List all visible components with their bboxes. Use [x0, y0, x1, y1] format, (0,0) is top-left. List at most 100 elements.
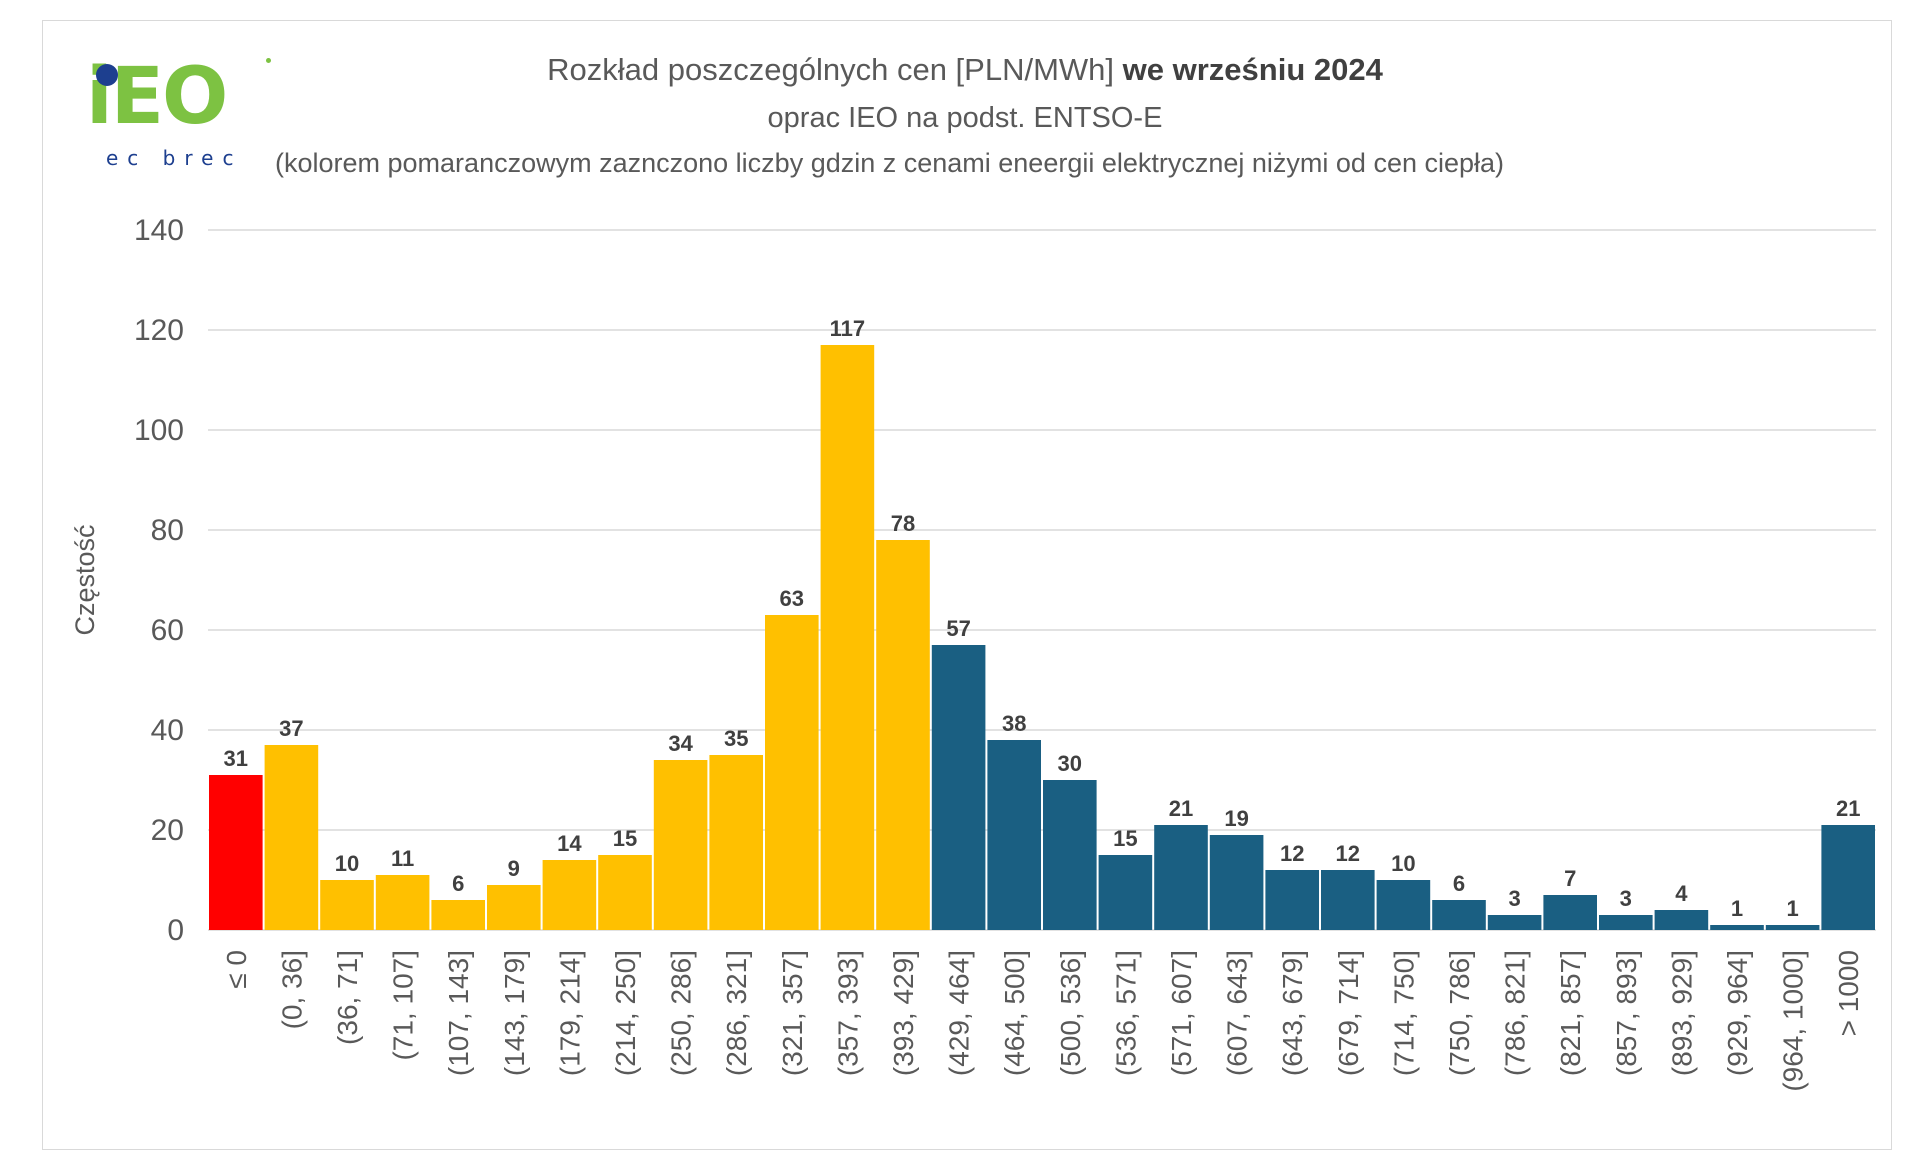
- bar: [1321, 870, 1375, 930]
- y-tick-label: 140: [134, 214, 184, 247]
- data-label: 4: [1675, 881, 1688, 906]
- data-label: 31: [224, 746, 248, 771]
- data-label: 15: [1113, 826, 1137, 851]
- bar: [1377, 880, 1431, 930]
- bar: [987, 740, 1041, 930]
- data-label: 10: [1391, 851, 1415, 876]
- bar: [821, 345, 875, 930]
- x-tick-label: ≤ 0: [221, 950, 252, 989]
- x-tick-label: (750, 786]: [1444, 950, 1475, 1076]
- bar: [320, 880, 374, 930]
- data-label: 3: [1508, 886, 1520, 911]
- x-tick-label: (179, 214]: [554, 950, 585, 1076]
- data-label: 14: [557, 831, 582, 856]
- data-label: 6: [1453, 871, 1465, 896]
- bar: [1766, 925, 1820, 930]
- bar: [1265, 870, 1319, 930]
- bar: [1099, 855, 1153, 930]
- x-tick-label: (964, 1000]: [1778, 950, 1809, 1092]
- data-label: 12: [1280, 841, 1304, 866]
- y-tick-label: 60: [151, 614, 184, 647]
- x-tick-label: (357, 393]: [832, 950, 863, 1076]
- bar: [1043, 780, 1097, 930]
- bar: [1432, 900, 1486, 930]
- x-tick-label: (0, 36]: [276, 950, 307, 1029]
- y-tick-label: 20: [151, 814, 184, 847]
- x-tick-label: (214, 250]: [610, 950, 641, 1076]
- data-label: 21: [1169, 796, 1193, 821]
- data-label: 37: [279, 716, 303, 741]
- bar: [598, 855, 652, 930]
- x-tick-label: (286, 321]: [721, 950, 752, 1076]
- histogram-chart: 020406080100120140Częstość31≤ 037(0, 36]…: [0, 0, 1930, 1168]
- bar: [1821, 825, 1875, 930]
- x-tick-label: (500, 536]: [1055, 950, 1086, 1076]
- x-tick-label: (464, 500]: [999, 950, 1030, 1076]
- bar: [932, 645, 986, 930]
- x-tick-label: (714, 750]: [1388, 950, 1419, 1076]
- data-label: 10: [335, 851, 359, 876]
- x-tick-label: (393, 429]: [888, 950, 919, 1076]
- bar: [709, 755, 763, 930]
- data-label: 117: [830, 316, 866, 341]
- x-tick-label: (536, 571]: [1110, 950, 1141, 1076]
- x-tick-label: (107, 143]: [443, 950, 474, 1076]
- bar: [1655, 910, 1709, 930]
- data-label: 78: [891, 511, 915, 536]
- bar: [654, 760, 708, 930]
- bar: [1154, 825, 1208, 930]
- x-tick-label: (429, 464]: [944, 950, 975, 1076]
- bar: [209, 775, 263, 930]
- y-tick-label: 100: [134, 414, 184, 447]
- data-label: 11: [391, 846, 414, 871]
- data-label: 7: [1564, 866, 1576, 891]
- y-tick-label: 40: [151, 714, 184, 747]
- bar: [1488, 915, 1542, 930]
- x-tick-label: (857, 893]: [1611, 950, 1642, 1076]
- x-tick-label: (571, 607]: [1166, 950, 1197, 1076]
- bar: [1710, 925, 1764, 930]
- data-label: 21: [1836, 796, 1860, 821]
- data-label: 38: [1002, 711, 1026, 736]
- x-tick-label: (36, 71]: [332, 950, 363, 1045]
- bar: [431, 900, 485, 930]
- data-label: 3: [1620, 886, 1632, 911]
- x-tick-label: (250, 286]: [666, 950, 697, 1076]
- x-tick-label: (929, 964]: [1722, 950, 1753, 1076]
- data-label: 19: [1224, 806, 1248, 831]
- x-tick-label: (893, 929]: [1666, 950, 1697, 1076]
- bar: [1543, 895, 1597, 930]
- x-tick-label: (679, 714]: [1333, 950, 1364, 1076]
- y-tick-label: 80: [151, 514, 184, 547]
- x-tick-label: (71, 107]: [388, 950, 419, 1061]
- bar: [543, 860, 597, 930]
- bar: [265, 745, 319, 930]
- y-axis-label: Częstość: [70, 524, 100, 635]
- data-label: 1: [1731, 896, 1743, 921]
- data-label: 6: [452, 871, 464, 896]
- bar: [376, 875, 430, 930]
- data-label: 35: [724, 726, 748, 751]
- bar: [1210, 835, 1264, 930]
- x-tick-label: (821, 857]: [1555, 950, 1586, 1076]
- data-label: 9: [508, 856, 520, 881]
- data-label: 34: [668, 731, 693, 756]
- x-tick-label: (607, 643]: [1222, 950, 1253, 1076]
- data-label: 12: [1336, 841, 1360, 866]
- data-label: 1: [1786, 896, 1798, 921]
- bar: [765, 615, 819, 930]
- x-tick-label: > 1000: [1833, 950, 1864, 1036]
- bar: [876, 540, 930, 930]
- x-tick-label: (643, 679]: [1277, 950, 1308, 1076]
- data-label: 63: [780, 586, 804, 611]
- y-tick-label: 120: [134, 314, 184, 347]
- data-label: 15: [613, 826, 637, 851]
- data-label: 57: [946, 616, 970, 641]
- x-tick-label: (321, 357]: [777, 950, 808, 1076]
- data-label: 30: [1058, 751, 1082, 776]
- bar: [487, 885, 541, 930]
- y-tick-label: 0: [167, 914, 184, 947]
- x-tick-label: (786, 821]: [1500, 950, 1531, 1076]
- x-tick-label: (143, 179]: [499, 950, 530, 1076]
- bar: [1599, 915, 1653, 930]
